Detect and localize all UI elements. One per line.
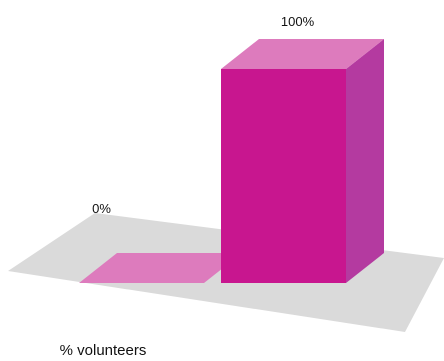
bars-group [79, 39, 384, 283]
bar-top-face [79, 253, 242, 283]
value-label: 100% [281, 14, 315, 29]
x-axis-label: % volunteers [60, 342, 147, 359]
value-label: 0% [92, 201, 111, 216]
bar-side-face [346, 39, 384, 283]
bar-front-face [221, 69, 346, 283]
bar-top-face [221, 39, 384, 69]
labels-group: 0% 100% [92, 14, 314, 216]
bar [221, 39, 384, 283]
bar [79, 253, 242, 283]
